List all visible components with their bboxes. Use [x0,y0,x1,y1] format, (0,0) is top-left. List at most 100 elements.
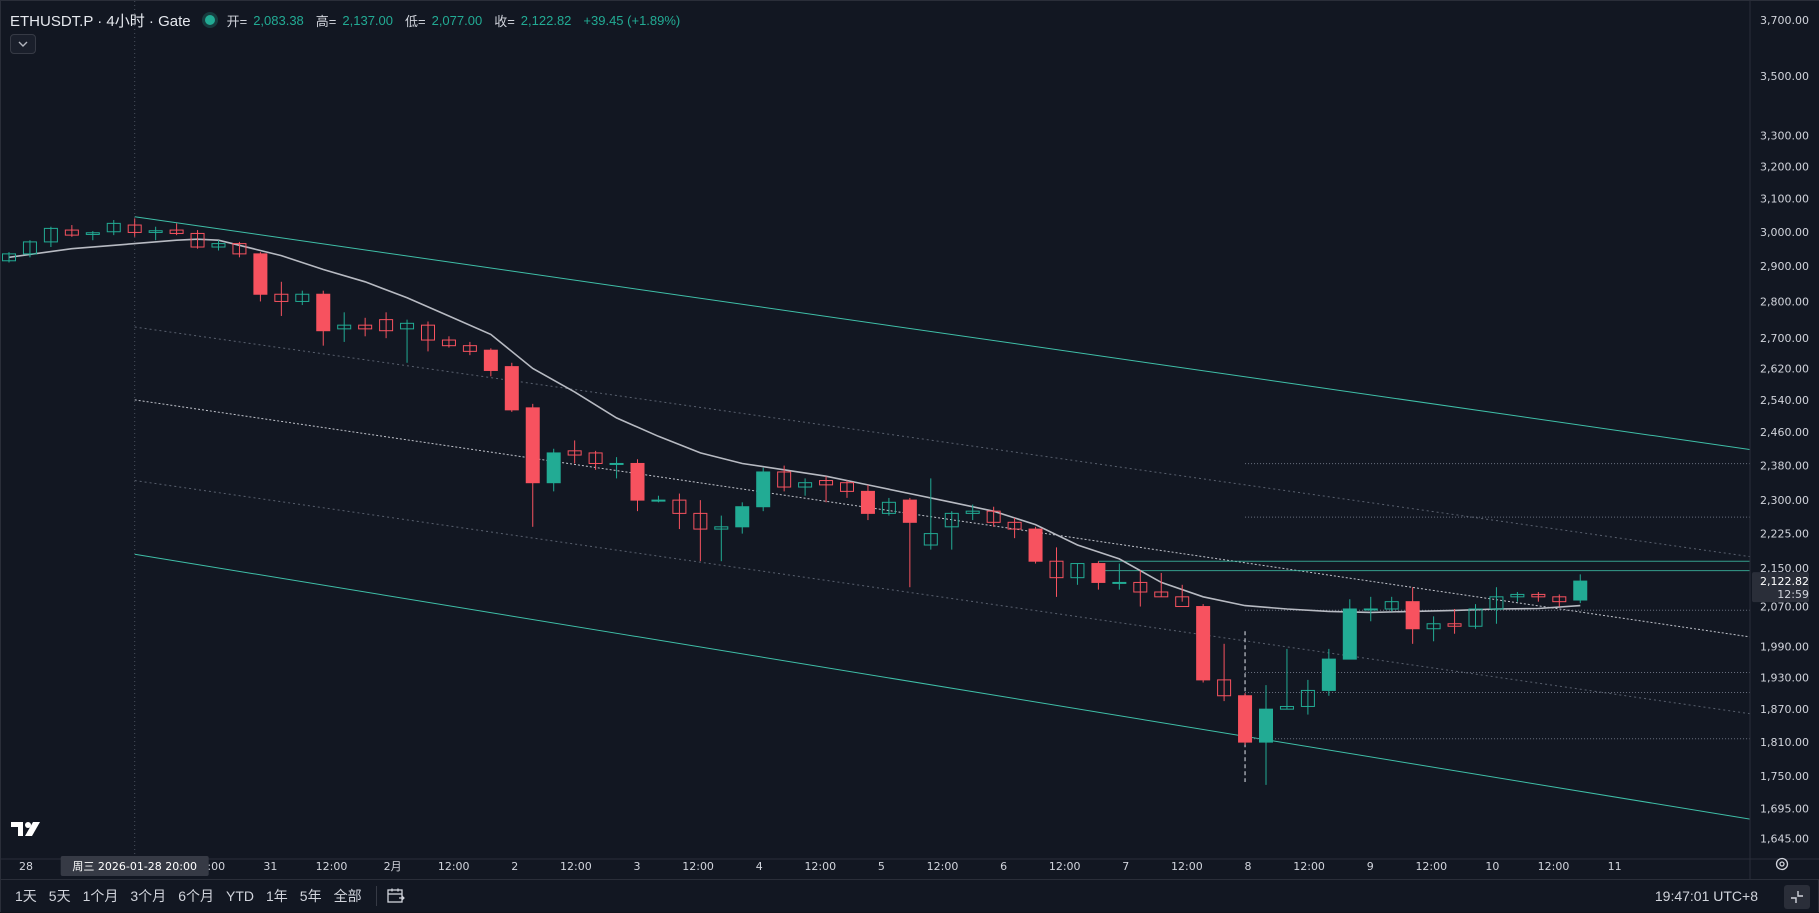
candle [1238,693,1253,745]
x-tick-label: 12:00 [1415,860,1447,873]
candle [525,403,540,527]
candle [1384,596,1399,612]
candle [672,493,687,530]
range-button-3m[interactable]: 3个月 [130,887,167,904]
candle [400,319,415,363]
candle-body [504,366,519,411]
candle [64,225,79,237]
candle-body [1091,563,1106,583]
candle [735,502,750,534]
candle [441,336,456,348]
candle [295,290,310,306]
candle-body [567,450,582,456]
range-button-ytd[interactable]: YTD [225,887,254,904]
candle-body [672,499,687,514]
candle [1552,594,1567,607]
candle-body [860,490,875,514]
candle-body [64,229,79,236]
candle [253,252,268,302]
candle-body [483,349,498,371]
candle [1363,596,1378,622]
candle [43,226,58,248]
candle-body [986,510,1001,523]
candle [1531,592,1546,602]
candle [169,223,184,236]
candle [22,240,37,258]
candle [1510,592,1525,602]
candle-body [1384,601,1399,610]
y-tick-label: 2,800.00 [1760,295,1809,308]
candle-body [1510,593,1525,598]
candle-body [1154,591,1169,598]
bar-countdown-value: 12:59 [1777,588,1809,601]
candle-body [1133,581,1148,593]
candle [379,312,394,339]
candle-body [22,241,37,255]
range-button-6m[interactable]: 6个月 [178,887,214,904]
candle [127,218,142,237]
y-tick-label: 2,900.00 [1760,260,1809,273]
candle [1049,547,1064,597]
market-status-icon [204,15,215,25]
trend-channel-line-4 [134,480,1819,725]
candle [986,506,1001,527]
y-tick-label: 3,700.00 [1760,14,1809,27]
candle-body [965,510,980,514]
legend-collapse-button[interactable] [10,34,36,54]
range-button-1m[interactable]: 1个月 [82,887,119,904]
candle [693,500,708,562]
candle [421,321,435,352]
candle-body [1196,606,1211,681]
clock-timezone[interactable]: 19:47:01 UTC+8 [1654,888,1758,904]
range-button-5d[interactable]: 5天 [48,887,71,904]
fullscreen-icon[interactable] [1784,885,1810,909]
crosshair-time-tag [60,856,209,876]
candle-body [735,506,750,528]
change-value: +39.45 (+1.89%) [583,12,681,28]
x-tick-label: 12:00 [1171,860,1203,873]
price-chart[interactable]: 2 (2,384.64)1.618 (2,261.51)1 (2,062.32)… [1,1,1819,879]
chevron-down-icon [18,41,28,47]
candle-body [211,243,226,248]
candle-body [232,243,247,255]
candle-body [337,324,352,330]
candle [1154,572,1169,598]
candle [1468,604,1483,629]
symbol-legend: ETHUSDT.P · 4小时 · Gate 开= 2,083.38 高= 2,13… [10,9,680,31]
bottom-toolbar: 1天 5天 1个月 3个月 6个月 YTD 1年 5年 全部 19:47:01 … [1,879,1818,912]
candle-body [85,232,100,235]
candle-body [400,322,415,330]
calendar-icon[interactable] [385,885,407,907]
candle-body [1217,679,1232,697]
x-tick-label: 7 [1122,860,1129,873]
y-tick-label: 1,990.00 [1760,640,1809,653]
candle [1028,526,1043,564]
candles-layer [2,218,1588,785]
tradingview-logo-icon[interactable] [11,818,45,842]
candle-body [756,471,771,508]
crosshair-time-label: 周三 2026-01-28 20:00 [72,860,197,873]
candle-body [441,339,456,347]
range-button-all[interactable]: 全部 [333,887,362,904]
candle [148,226,163,241]
candle [1279,648,1294,710]
open-label: 开= [226,13,248,29]
candle [609,457,624,479]
symbol-title[interactable]: ETHUSDT.P · 4小时 · Gate [10,12,191,30]
candle [651,495,666,503]
drawings-layer: 2 (2,384.64)1.618 (2,261.51)1 (2,062.32)… [8,1,1819,859]
candle-body [944,512,959,528]
x-tick-label: 12:00 [1538,860,1570,873]
gear-icon[interactable] [1771,853,1793,875]
candle-body [1573,580,1588,601]
range-button-1d[interactable]: 1天 [15,887,37,904]
range-button-1y[interactable]: 1年 [265,887,288,904]
candle-body [840,482,854,492]
candle-body [421,324,435,341]
range-button-5y[interactable]: 5年 [299,887,322,904]
candle-body [609,462,624,465]
candle-body [525,407,540,484]
y-tick-label: 1,750.00 [1760,770,1809,783]
y-tick-label: 3,200.00 [1760,161,1809,174]
candle [756,467,771,512]
